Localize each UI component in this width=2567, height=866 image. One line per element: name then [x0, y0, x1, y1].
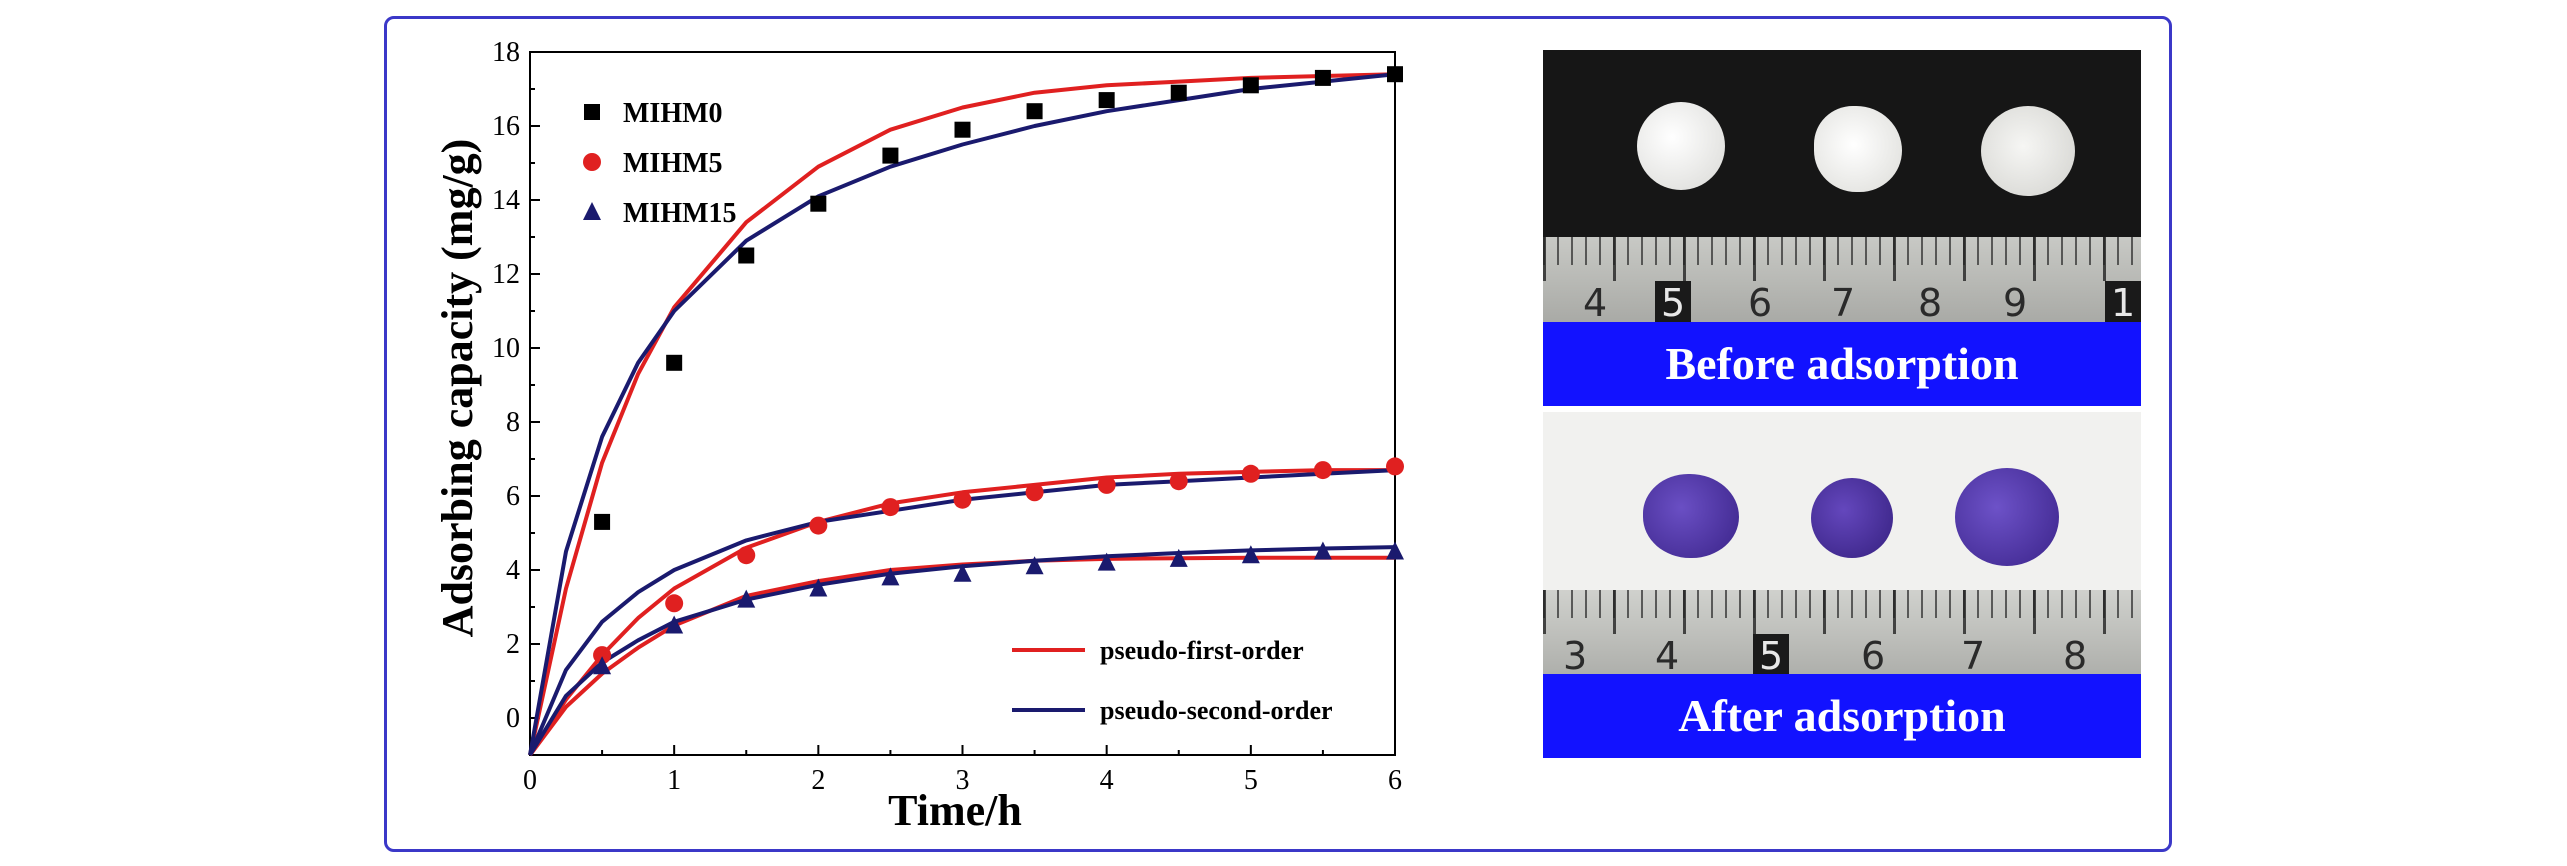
sample-disc-after-3 [1955, 468, 2059, 566]
ruler-major-ticks [1543, 237, 2141, 281]
data-point-MIHM0 [810, 195, 827, 212]
legend-label-MIHM0: MIHM0 [623, 98, 723, 129]
y-tick-label: 10 [492, 333, 520, 364]
data-point-MIHM5 [665, 594, 684, 613]
data-point-MIHM0 [594, 513, 611, 530]
x-tick-label: 3 [956, 765, 970, 796]
photo-before-adsorption: 4 5 6 7 8 9 1 [1543, 50, 2141, 322]
data-point-MIHM15 [1169, 548, 1188, 567]
data-point-MIHM0 [954, 121, 971, 138]
ruler-number: 4 [1583, 281, 1608, 322]
data-point-MIHM0 [882, 147, 899, 164]
data-point-MIHM0 [1098, 92, 1115, 109]
ruler-number: 8 [2063, 634, 2088, 674]
ruler-number: 5 [1753, 634, 1790, 674]
sample-disc-before-3 [1981, 106, 2075, 196]
after-adsorption-label: After adsorption [1543, 674, 2141, 758]
x-tick-label: 5 [1244, 765, 1258, 796]
data-point-MIHM15 [953, 563, 972, 582]
data-point-MIHM5 [1313, 461, 1332, 480]
y-tick-label: 0 [506, 703, 520, 734]
data-point-MIHM0 [1026, 103, 1043, 120]
y-axis-label: Adsorbing capacity (mg/g) [433, 139, 482, 638]
ruler-number: 8 [1918, 281, 1943, 322]
x-tick-label: 0 [523, 765, 537, 796]
data-point-MIHM5 [593, 646, 612, 665]
data-point-MIHM0 [1170, 84, 1187, 101]
kinetics-chart: 0 1 2 3 4 5 6024681012141618MIHM0MIHM5MIHM15ps… [433, 37, 1404, 835]
data-point-MIHM5 [809, 516, 828, 535]
ruler-number: 1 [2105, 281, 2141, 322]
y-tick-label: 16 [492, 111, 520, 142]
data-point-MIHM5 [1241, 464, 1260, 483]
ruler-before: 4 5 6 7 8 9 1 [1543, 237, 2141, 322]
legend-label-MIHM5: MIHM5 [623, 148, 723, 179]
data-point-MIHM0 [1387, 66, 1403, 83]
data-point-MIHM5 [881, 498, 900, 517]
ruler-number: 7 [1961, 634, 1986, 674]
data-point-MIHM0 [738, 247, 755, 264]
data-point-MIHM5 [737, 546, 756, 565]
data-point-MIHM5 [1386, 457, 1404, 476]
before-adsorption-label: Before adsorption [1543, 322, 2141, 406]
x-tick-label: 6 [1388, 765, 1402, 796]
data-point-MIHM15 [809, 578, 828, 597]
data-point-MIHM5 [1097, 475, 1116, 494]
ruler-number: 4 [1655, 634, 1680, 674]
y-tick-label: 2 [506, 629, 520, 660]
ruler-number: 6 [1748, 281, 1773, 322]
ruler-number: 7 [1831, 281, 1856, 322]
data-point-MIHM5 [1169, 472, 1188, 491]
sample-disc-before-1 [1637, 102, 1725, 190]
x-tick-label: 1 [667, 765, 681, 796]
data-point-MIHM0 [666, 354, 683, 371]
data-point-MIHM15 [665, 615, 684, 634]
fit-legend-label-pseudo-second-order: pseudo-second-order [1100, 696, 1333, 725]
fit-curve-pseudo-first-order-0 [528, 72, 1396, 756]
data-point-MIHM15 [737, 589, 756, 608]
legend-marker-MIHM15 [583, 202, 601, 220]
sample-disc-after-2 [1811, 478, 1893, 558]
data-point-MIHM15 [593, 656, 612, 675]
data-point-MIHM15 [881, 567, 900, 586]
ruler-major-ticks [1543, 590, 2141, 634]
y-tick-label: 14 [492, 185, 520, 216]
y-tick-label: 8 [506, 407, 520, 438]
ruler-number: 6 [1861, 634, 1886, 674]
data-point-MIHM15 [1241, 545, 1260, 564]
data-point-MIHM15 [1313, 541, 1332, 560]
x-tick-label: 4 [1100, 765, 1114, 796]
x-axis-label: Time/h [888, 786, 1022, 835]
ruler-number: 3 [1563, 634, 1588, 674]
legend-label-MIHM15: MIHM15 [623, 198, 737, 229]
x-tick-label: 2 [811, 765, 825, 796]
data-point-MIHM15 [1097, 552, 1116, 571]
data-point-MIHM5 [953, 490, 972, 509]
sample-disc-after-1 [1643, 474, 1739, 558]
fit-legend-label-pseudo-first-order: pseudo-first-order [1100, 636, 1304, 665]
photo-after-adsorption: 3 4 5 6 7 8 [1543, 412, 2141, 674]
data-point-MIHM0 [1242, 77, 1259, 94]
figure-frame [384, 16, 2172, 852]
ruler-number: 9 [2003, 281, 2028, 322]
y-tick-label: 6 [506, 481, 520, 512]
y-tick-label: 12 [492, 259, 520, 290]
plot-layer: 0 1 2 3 4 5 6024681012141618MIHM0MIHM5MIHM15ps… [492, 37, 1404, 796]
y-tick-label: 4 [506, 555, 520, 586]
ruler-number: 5 [1655, 281, 1692, 322]
fit-curve-pseudo-second-order-0 [528, 72, 1396, 756]
ruler-after: 3 4 5 6 7 8 [1543, 590, 2141, 674]
sample-disc-before-2 [1814, 106, 1902, 192]
data-point-MIHM15 [1386, 541, 1404, 560]
legend-marker-MIHM0 [584, 104, 600, 120]
data-point-MIHM0 [1314, 69, 1331, 86]
y-tick-label: 18 [492, 37, 520, 68]
data-point-MIHM5 [1025, 483, 1044, 502]
data-point-MIHM15 [1025, 556, 1044, 575]
legend-marker-MIHM5 [583, 153, 601, 171]
